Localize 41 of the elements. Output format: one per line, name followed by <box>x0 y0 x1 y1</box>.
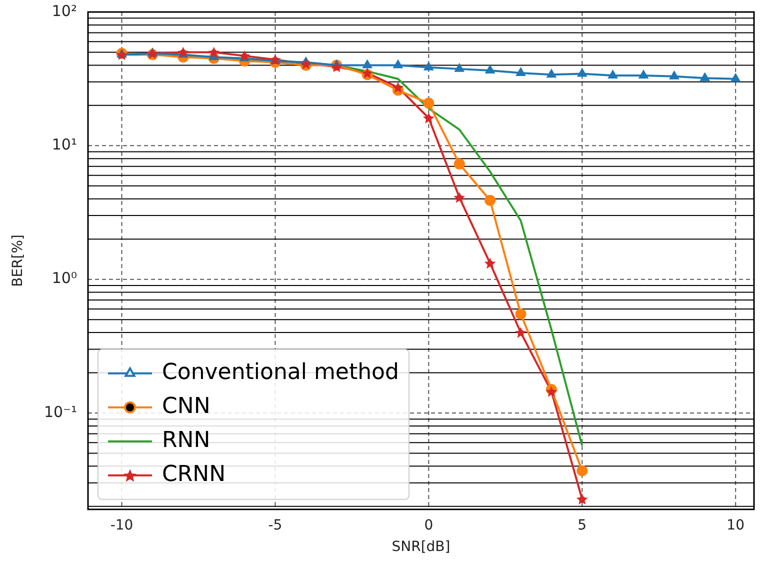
point <box>576 494 588 504</box>
y-tick-label: 10⁻¹ <box>44 402 77 421</box>
point <box>608 70 618 78</box>
point <box>423 98 434 109</box>
point <box>576 465 588 476</box>
x-tick-label: -10 <box>110 517 134 534</box>
legend-label: CRNN <box>162 462 226 488</box>
x-tick-label: 0 <box>424 517 434 534</box>
point <box>546 386 558 397</box>
point <box>454 158 465 170</box>
y-tick-label: 10¹ <box>52 136 77 154</box>
point <box>577 68 587 77</box>
x-axis-title: SNR[dB] <box>392 539 450 556</box>
point <box>515 308 526 320</box>
x-tick-label: 5 <box>578 517 587 534</box>
point <box>638 70 648 78</box>
point <box>362 60 372 68</box>
point <box>700 72 710 82</box>
x-tick-label: 10 <box>726 517 744 534</box>
point <box>208 46 220 58</box>
point <box>454 192 466 203</box>
y-tick-label: 10² <box>52 2 77 20</box>
point <box>424 62 434 70</box>
point <box>454 63 464 72</box>
point <box>730 73 740 82</box>
point <box>669 70 680 80</box>
legend-label: RNN <box>162 428 210 454</box>
legend-label: CNN <box>162 394 210 420</box>
point <box>546 69 556 78</box>
point <box>422 112 434 124</box>
point <box>484 258 496 269</box>
point <box>392 82 404 93</box>
point <box>484 194 496 206</box>
point <box>485 65 495 74</box>
y-axis-title: BER[%] <box>10 234 26 287</box>
y-tick-label: 10⁰ <box>52 269 77 288</box>
legend-label: Conventional method <box>162 360 399 386</box>
point <box>515 327 526 338</box>
x-tick-label: -5 <box>268 517 282 534</box>
point <box>516 67 526 76</box>
point <box>393 60 403 68</box>
